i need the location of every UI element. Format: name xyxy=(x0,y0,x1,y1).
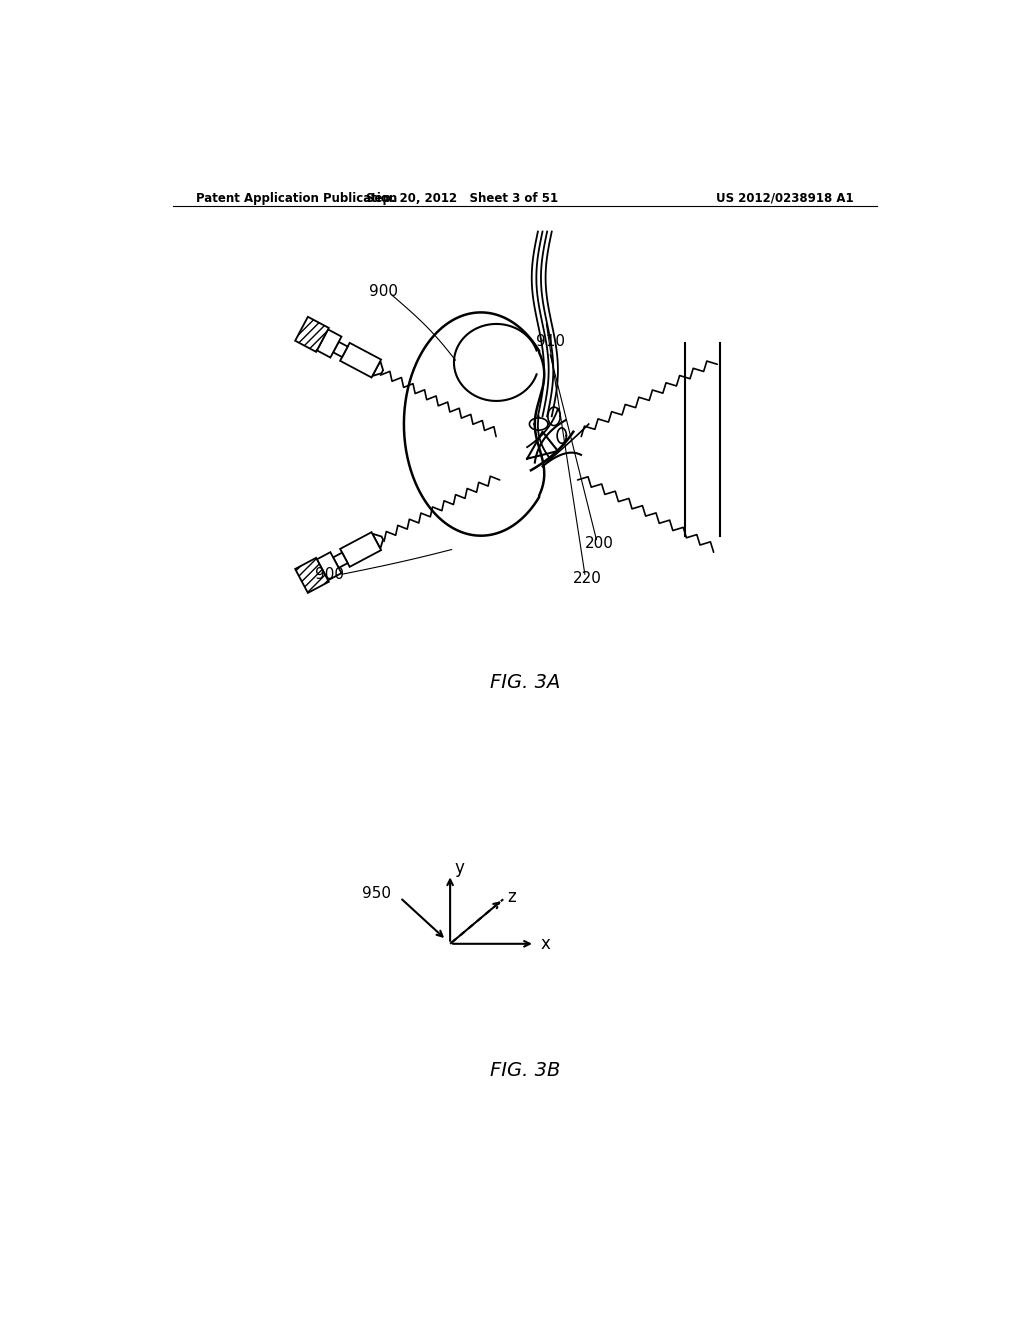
Polygon shape xyxy=(340,343,381,378)
Text: 950: 950 xyxy=(361,886,390,902)
Polygon shape xyxy=(295,558,329,593)
Text: FIG. 3A: FIG. 3A xyxy=(489,672,560,692)
Text: US 2012/0238918 A1: US 2012/0238918 A1 xyxy=(716,191,853,205)
Text: Sep. 20, 2012   Sheet 3 of 51: Sep. 20, 2012 Sheet 3 of 51 xyxy=(366,191,558,205)
Text: x: x xyxy=(541,935,551,953)
Polygon shape xyxy=(316,330,341,358)
Polygon shape xyxy=(333,553,348,568)
Text: 910: 910 xyxy=(536,334,564,350)
Text: FIG. 3B: FIG. 3B xyxy=(489,1061,560,1080)
Text: y: y xyxy=(454,859,464,878)
Text: z: z xyxy=(507,888,516,906)
Polygon shape xyxy=(316,552,341,581)
Text: 900: 900 xyxy=(315,566,344,582)
Text: 900: 900 xyxy=(370,284,398,300)
Polygon shape xyxy=(340,532,381,566)
Text: 200: 200 xyxy=(585,536,613,550)
Text: Patent Application Publication: Patent Application Publication xyxy=(196,191,397,205)
Polygon shape xyxy=(333,342,348,356)
Polygon shape xyxy=(295,317,329,352)
Text: 220: 220 xyxy=(573,570,602,586)
